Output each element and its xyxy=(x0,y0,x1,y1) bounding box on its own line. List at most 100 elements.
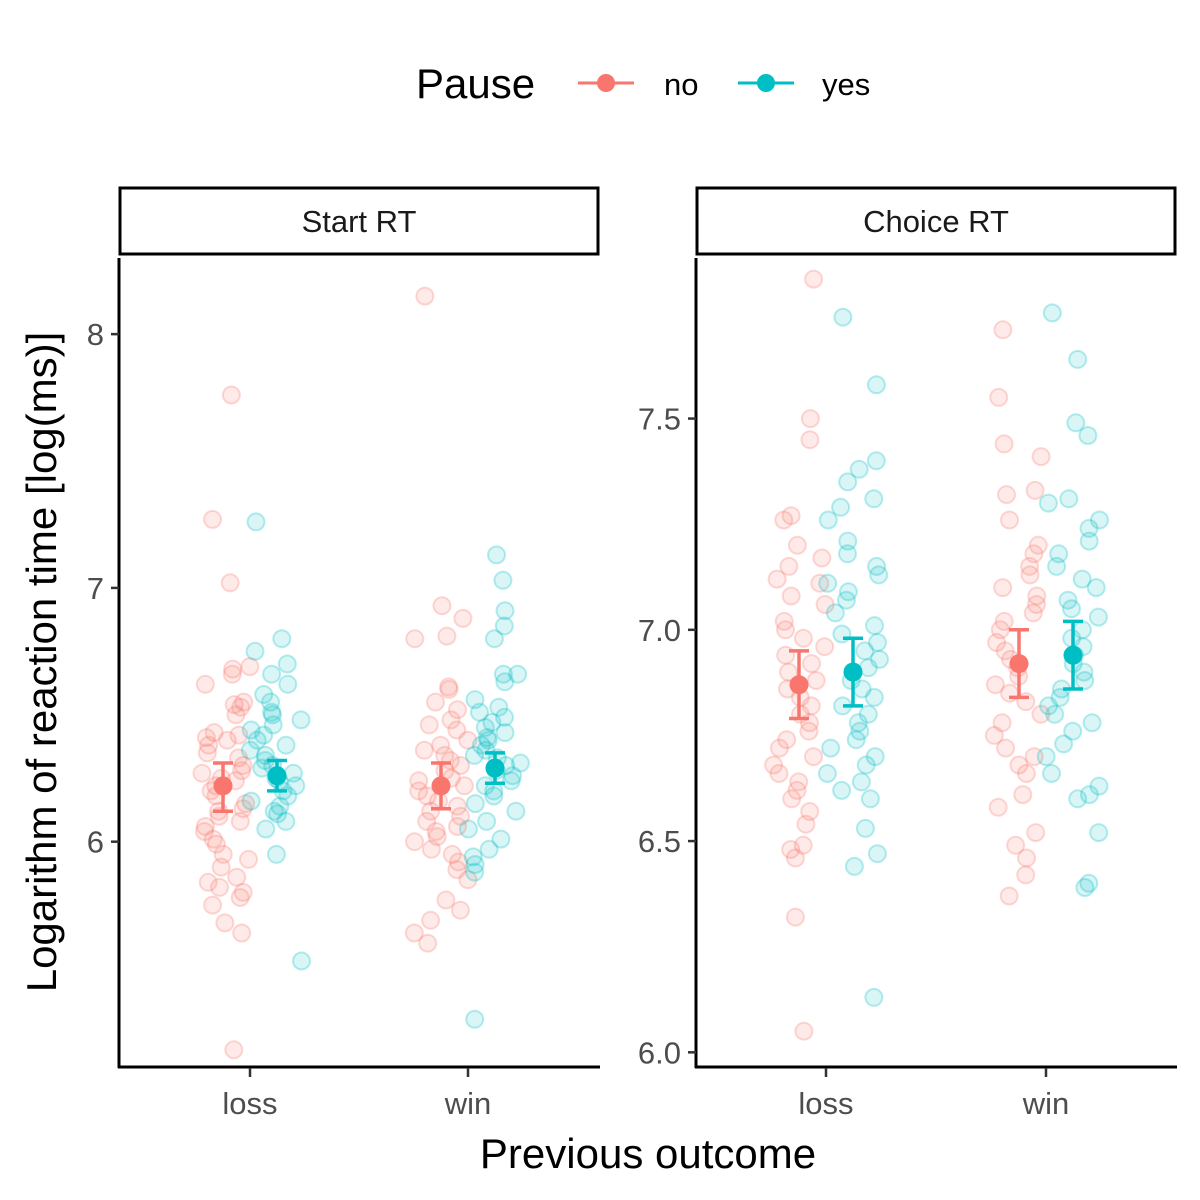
data-point xyxy=(421,839,441,859)
data-point xyxy=(869,565,889,585)
data-point xyxy=(796,814,816,834)
data-point xyxy=(994,434,1014,454)
data-point xyxy=(864,687,884,707)
data-point xyxy=(1016,764,1036,783)
data-point xyxy=(777,730,797,750)
data-point xyxy=(268,804,288,824)
data-point xyxy=(414,740,434,760)
data-point xyxy=(277,654,297,674)
data-point xyxy=(447,796,467,816)
data-point xyxy=(465,1009,485,1029)
data-point xyxy=(769,764,789,783)
data-point xyxy=(1024,544,1044,564)
data-point xyxy=(451,756,471,775)
data-point xyxy=(774,611,794,631)
data-point xyxy=(865,616,884,636)
data-point xyxy=(465,855,485,874)
data-point xyxy=(431,735,451,755)
data-point xyxy=(477,811,497,831)
data-point xyxy=(1024,747,1044,767)
data-point xyxy=(1000,510,1019,530)
data-point xyxy=(449,852,469,872)
mean-point xyxy=(1063,645,1083,665)
data-point xyxy=(482,712,502,732)
data-point xyxy=(256,819,276,839)
data-point xyxy=(439,677,459,697)
data-point xyxy=(266,844,286,864)
data-point xyxy=(491,829,511,849)
data-point xyxy=(232,761,252,781)
data-point xyxy=(997,485,1016,505)
data-point xyxy=(465,794,485,814)
data-point xyxy=(1049,544,1069,564)
data-point xyxy=(985,675,1005,695)
data-point xyxy=(291,710,311,730)
data-point xyxy=(832,780,852,800)
data-point xyxy=(475,776,495,796)
data-point xyxy=(417,811,437,831)
data-point xyxy=(782,789,802,809)
data-point xyxy=(213,844,233,864)
data-point xyxy=(495,707,514,727)
data-point xyxy=(1039,696,1059,716)
data-point xyxy=(224,695,244,715)
data-point xyxy=(487,545,506,565)
legend: Pause no yes xyxy=(416,60,870,107)
data-point xyxy=(1089,776,1109,796)
data-point xyxy=(503,766,523,786)
data-point xyxy=(453,608,473,628)
data-point xyxy=(1086,578,1106,598)
data-point xyxy=(800,409,820,429)
data-point xyxy=(448,700,467,720)
data-point xyxy=(262,702,282,722)
data-point xyxy=(263,705,283,725)
x-ticks-choice-rt: loss win xyxy=(798,1068,1069,1121)
data-point xyxy=(252,758,272,778)
data-point xyxy=(1072,569,1092,589)
data-point xyxy=(1026,823,1046,843)
data-point xyxy=(222,664,242,684)
data-point xyxy=(464,745,484,765)
data-point xyxy=(1006,835,1026,855)
data-point xyxy=(1023,603,1043,623)
data-point xyxy=(203,509,222,529)
data-point xyxy=(1016,865,1036,885)
data-point xyxy=(441,710,461,730)
data-point xyxy=(764,755,784,775)
x-tick-label: win xyxy=(1022,1086,1070,1121)
data-point xyxy=(1079,873,1099,893)
data-point xyxy=(510,753,530,773)
y-ticks-start-rt: 6 7 8 xyxy=(87,317,119,860)
data-point xyxy=(855,641,875,661)
data-point xyxy=(866,375,886,395)
data-point xyxy=(450,900,470,920)
data-point xyxy=(463,847,483,867)
data-point xyxy=(1038,493,1058,513)
panel-choice-rt-points xyxy=(764,269,1109,1041)
data-point xyxy=(860,789,880,809)
data-point xyxy=(426,822,446,841)
data-point xyxy=(417,786,437,806)
y-tick-label: 8 xyxy=(87,317,104,352)
data-point xyxy=(419,715,439,735)
data-point xyxy=(1013,785,1033,805)
strip-label-choice-rt: Choice RT xyxy=(863,204,1009,239)
data-point xyxy=(1058,590,1078,610)
data-point xyxy=(1031,447,1051,467)
data-point xyxy=(229,748,248,768)
data-point xyxy=(999,886,1019,906)
data-point xyxy=(781,506,801,526)
data-point xyxy=(1059,489,1079,509)
data-point xyxy=(458,819,478,839)
data-point xyxy=(858,704,878,724)
x-ticks-start-rt: loss win xyxy=(222,1068,491,1121)
y-tick-label: 7 xyxy=(87,571,104,606)
data-point xyxy=(1079,785,1099,805)
data-point xyxy=(448,817,467,836)
data-point xyxy=(989,387,1009,407)
data-point xyxy=(821,738,841,758)
data-point xyxy=(856,755,876,775)
data-point xyxy=(458,730,478,750)
data-point xyxy=(846,730,866,750)
panel-start-rt-points xyxy=(192,286,530,1060)
